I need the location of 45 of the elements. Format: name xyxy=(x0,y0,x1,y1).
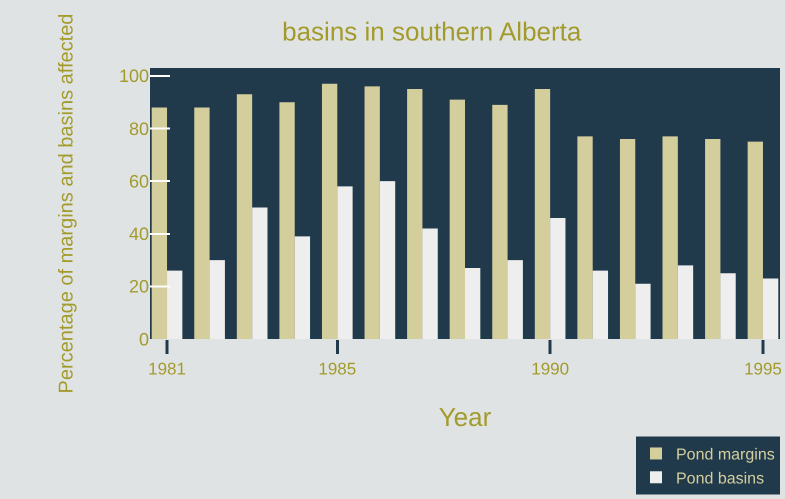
bar xyxy=(635,284,651,339)
legend-label: Pond margins xyxy=(676,446,775,464)
bar xyxy=(422,228,438,339)
y-tick-label: 100 xyxy=(118,66,149,86)
x-tick-label: 1990 xyxy=(531,359,570,378)
bar xyxy=(577,136,593,339)
bar xyxy=(705,139,720,339)
bar xyxy=(450,100,465,339)
y-tick-label: 20 xyxy=(128,276,149,297)
bar xyxy=(492,104,508,339)
bar xyxy=(534,89,550,339)
bar xyxy=(620,139,636,339)
bar xyxy=(279,102,295,339)
bar xyxy=(465,268,480,339)
bar xyxy=(236,94,252,339)
bar xyxy=(380,181,396,339)
bar xyxy=(508,260,523,339)
bar xyxy=(364,86,380,339)
bar xyxy=(678,265,694,339)
bar xyxy=(337,186,353,339)
x-tick-label: 1981 xyxy=(148,359,186,378)
y-tick-label: 0 xyxy=(138,329,149,350)
bar xyxy=(152,107,168,339)
chart-title: basins in southern Alberta xyxy=(282,16,582,47)
bar xyxy=(762,278,778,339)
y-axis-title: Percentage of margins and basins affected xyxy=(55,14,78,394)
bar xyxy=(194,107,210,339)
x-tick-label: 1995 xyxy=(744,359,782,378)
x-axis-title: Year xyxy=(438,402,492,432)
legend-label: Pond basins xyxy=(676,470,764,488)
bar xyxy=(662,136,678,339)
bar xyxy=(210,260,225,339)
bar xyxy=(720,273,736,339)
y-tick-label: 40 xyxy=(128,224,149,244)
bar xyxy=(407,89,422,339)
bar xyxy=(748,142,763,339)
bar xyxy=(294,236,310,339)
y-tick-label: 60 xyxy=(128,171,149,192)
x-tick-label: 1985 xyxy=(318,359,356,378)
y-tick-label: 80 xyxy=(128,118,149,139)
bar xyxy=(592,270,608,339)
bar xyxy=(550,218,566,339)
bar xyxy=(322,84,338,339)
bar xyxy=(252,207,268,339)
bar xyxy=(167,270,182,339)
